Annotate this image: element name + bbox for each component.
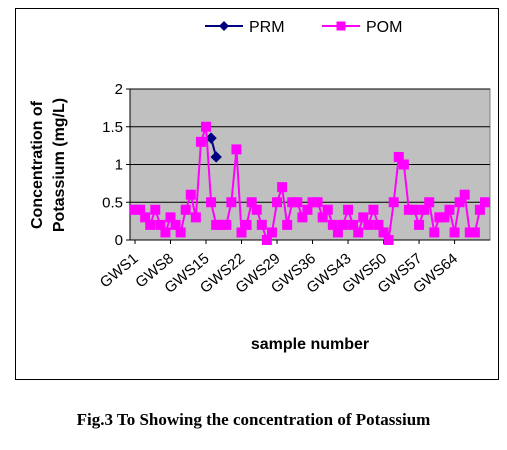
data-point-pom [140,212,151,223]
data-point-pom [221,219,232,230]
data-point-pom [236,227,247,238]
data-point-pom [408,204,419,215]
data-point-pom [160,227,171,238]
data-point-pom [332,227,343,238]
data-point-pom [419,204,430,215]
data-point-pom [190,212,201,223]
y-axis-title: Potassium (mg/L) [51,98,68,232]
figure-caption: Fig.3 To Showing the concentration of Po… [76,410,431,429]
x-tick-label: GWS1 [97,250,142,291]
data-point-pom [226,197,237,208]
data-point-pom [277,182,288,193]
data-point-pom [241,219,252,230]
data-point-pom [180,204,191,215]
data-point-pom [327,219,338,230]
data-point-pom [266,227,277,238]
data-point-pom [292,197,303,208]
data-point-pom [459,189,470,200]
data-point-pom [454,197,465,208]
data-point-pom [429,227,440,238]
data-point-pom [155,219,166,230]
data-point-pom [201,121,212,132]
data-point-pom [383,235,394,245]
data-point-pom [150,204,161,215]
data-point-pom [393,151,404,162]
data-point-pom [272,197,283,208]
data-point-pom [317,212,328,223]
data-point-pom [398,159,409,170]
data-point-pom [297,212,308,223]
data-point-pom [175,227,186,238]
data-point-pom [312,197,323,208]
data-point-pom [449,227,460,238]
data-point-pom [261,235,272,245]
data-point-pom [358,212,369,223]
data-point-pom [256,219,267,230]
data-point-pom [302,204,313,215]
data-point-pom [145,219,156,230]
data-point-pom [206,197,217,208]
y-tick-label: 1 [115,157,123,174]
data-point-pom [439,212,450,223]
data-point-pom [368,204,379,215]
data-point-pom [170,219,181,230]
data-point-pom [165,212,176,223]
data-point-pom [322,204,333,215]
legend-marker-pom [336,21,346,31]
data-point-pom [282,219,293,230]
data-point-pom [353,227,364,238]
data-point-pom [231,144,242,155]
data-point-pom [246,197,257,208]
y-axis-title: Concentration of [29,100,46,229]
legend-marker-prm [219,21,229,31]
x-axis-title: sample number [251,336,369,353]
data-point-pom [424,197,435,208]
legend-label-pom: POM [366,19,402,36]
data-point-pom [480,197,490,208]
potassium-chart: 00.511.52GWS1GWS8GWS15GWS22GWS29GWS36GWS… [29,19,491,353]
data-point-pom [251,204,262,215]
data-point-pom [373,219,384,230]
data-point-pom [343,204,354,215]
data-point-pom [469,227,480,238]
legend-label-prm: PRM [249,19,285,36]
data-point-prm [210,151,222,163]
data-point-pom [363,219,374,230]
data-point-pom [185,189,196,200]
y-tick-label: 0 [115,232,123,249]
y-tick-label: 1.5 [102,119,123,136]
data-point-pom [414,219,425,230]
data-point-pom [378,227,389,238]
y-tick-label: 0.5 [102,194,123,211]
data-point-pom [135,204,146,215]
y-tick-label: 2 [115,81,123,98]
data-point-pom [337,219,348,230]
data-point-pom [388,197,399,208]
data-point-prm [205,132,217,144]
data-point-pom [474,204,485,215]
data-point-pom [348,219,359,230]
data-point-pom [444,204,455,215]
data-point-pom [195,136,206,147]
